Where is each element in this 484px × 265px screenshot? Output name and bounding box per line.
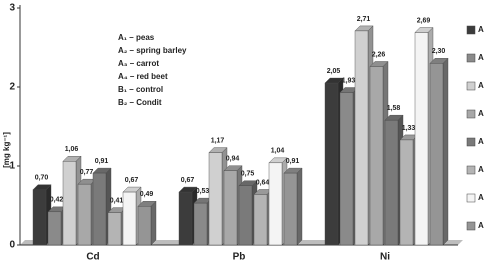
legend-label: A: [478, 109, 484, 118]
legend-label: A: [478, 221, 484, 230]
value-label: 0,70: [35, 175, 49, 182]
value-label: 0,94: [226, 156, 240, 163]
value-label: 0,64: [256, 179, 270, 186]
x-tick-label: Cd: [86, 252, 99, 263]
x-tick-label: Pb: [233, 252, 246, 263]
bar: [77, 183, 92, 246]
bar: [399, 139, 414, 246]
annotation: A₁ – peas: [118, 33, 155, 42]
legend-label: A: [478, 137, 484, 146]
legend-label: A: [478, 193, 484, 202]
value-label: 0,91: [286, 158, 300, 165]
y-tick-label: 3: [9, 3, 15, 14]
y-tick-label: 1: [9, 161, 15, 172]
bar: [238, 185, 253, 246]
legend-swatch: [466, 81, 476, 91]
value-label: 0,49: [140, 191, 154, 198]
y-axis-label: [mg kg⁻¹]: [2, 132, 11, 168]
annotation: A₃ – carrot: [118, 59, 159, 68]
legend-swatch: [466, 53, 476, 63]
legend-swatch: [466, 193, 476, 203]
annotation: A₄ – red beet: [118, 72, 168, 81]
y-tick-label: 0: [9, 240, 15, 251]
bar: [107, 212, 122, 246]
bar: [339, 92, 354, 246]
value-label: 0,91: [95, 158, 109, 165]
value-label: 0,75: [241, 171, 255, 178]
legend-label: A: [478, 165, 484, 174]
bar: [193, 202, 208, 246]
value-label: 0,67: [125, 177, 139, 184]
bar: [137, 206, 152, 246]
bar: [384, 119, 399, 246]
value-label: 0,41: [110, 197, 124, 204]
y-tick-label: 2: [9, 82, 15, 93]
bar: [32, 189, 47, 246]
legend-swatch: [466, 221, 476, 231]
bar: [122, 191, 137, 246]
value-label: 0,67: [181, 177, 195, 184]
annotation: A₂ – spring barley: [118, 46, 187, 55]
bar-side: [296, 167, 303, 246]
bar: [208, 152, 223, 246]
annotation: B₁ – control: [118, 85, 163, 94]
legend-label: A: [478, 25, 484, 34]
x-tick-label: Ni: [380, 252, 390, 263]
bar: [178, 191, 193, 246]
legend-swatch: [466, 109, 476, 119]
bar: [324, 82, 339, 246]
value-label: 1,33: [402, 125, 416, 132]
value-label: 0,77: [80, 169, 94, 176]
bar-side: [150, 200, 157, 246]
value-label: 2,71: [357, 16, 371, 23]
value-label: 1,04: [271, 148, 285, 155]
value-label: 1,06: [65, 146, 79, 153]
bar: [268, 162, 283, 246]
value-label: 0,42: [50, 197, 64, 204]
legend-swatch: [466, 137, 476, 147]
bar: [354, 30, 369, 246]
value-label: 0,53: [196, 188, 210, 195]
bar: [62, 161, 77, 246]
value-label: 1,58: [387, 105, 401, 112]
bar: [429, 63, 444, 246]
legend-swatch: [466, 165, 476, 175]
annotation: B₂ – Condit: [118, 98, 162, 107]
bar: [369, 66, 384, 246]
legend-label: A: [478, 53, 484, 62]
value-label: 2,30: [432, 48, 446, 55]
value-label: 1,93: [342, 77, 356, 84]
value-label: 2,69: [417, 17, 431, 24]
bar: [92, 172, 107, 246]
value-label: 1,17: [211, 137, 225, 144]
bar: [223, 170, 238, 246]
legend-swatch: [466, 25, 476, 35]
value-label: 2,05: [327, 68, 341, 75]
bar: [47, 211, 62, 246]
legend-label: A: [478, 81, 484, 90]
bar-side: [442, 57, 449, 246]
bar: [253, 194, 268, 246]
bar: [414, 32, 429, 246]
bar: [283, 172, 298, 246]
value-label: 2,26: [372, 51, 386, 58]
